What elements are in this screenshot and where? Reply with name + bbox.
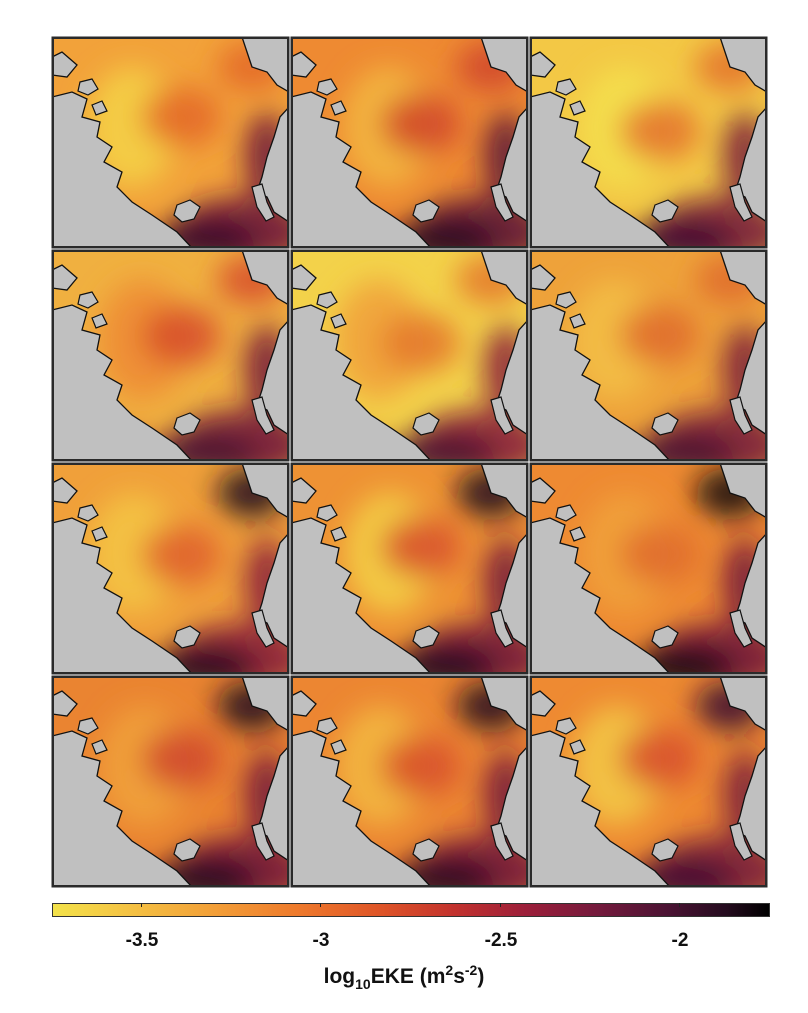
colorbar-tick-label: -2.5 [484,930,518,951]
panel-frame [529,462,768,675]
panel-frame [290,249,529,462]
colorbar-tick-label: -3.5 [125,930,159,951]
colorbar-tick-label: -3 [312,930,330,951]
colorbar [52,903,770,917]
panel-frame [51,36,290,249]
map-panel [51,249,290,462]
panel-grid [51,36,768,888]
colorbar-tick [679,903,680,907]
panel-frame [51,462,290,675]
colorbar-gradient [52,903,770,917]
eke-map-panels [51,36,768,888]
map-panel [290,462,529,675]
map-panel [51,462,290,675]
map-panel [529,249,768,462]
map-panel [290,249,529,462]
panel-frame [51,675,290,888]
panel-frame [529,249,768,462]
map-panel [51,675,290,888]
panel-frame [290,675,529,888]
panel-frame [290,36,529,249]
colorbar-tick [320,903,321,907]
colorbar-tick-label: -2 [671,930,689,951]
colorbar-tick [141,903,142,907]
map-panel [529,462,768,675]
map-panel [51,36,290,249]
panel-frame [51,249,290,462]
panel-frame [529,675,768,888]
colorbar-title: log10EKE (m2s-2) [323,962,485,992]
panel-frame [529,36,768,249]
colorbar-tick [500,903,501,907]
map-panel [290,675,529,888]
map-panel [529,675,768,888]
panel-frame [290,462,529,675]
map-panel [529,36,768,249]
map-panel [290,36,529,249]
